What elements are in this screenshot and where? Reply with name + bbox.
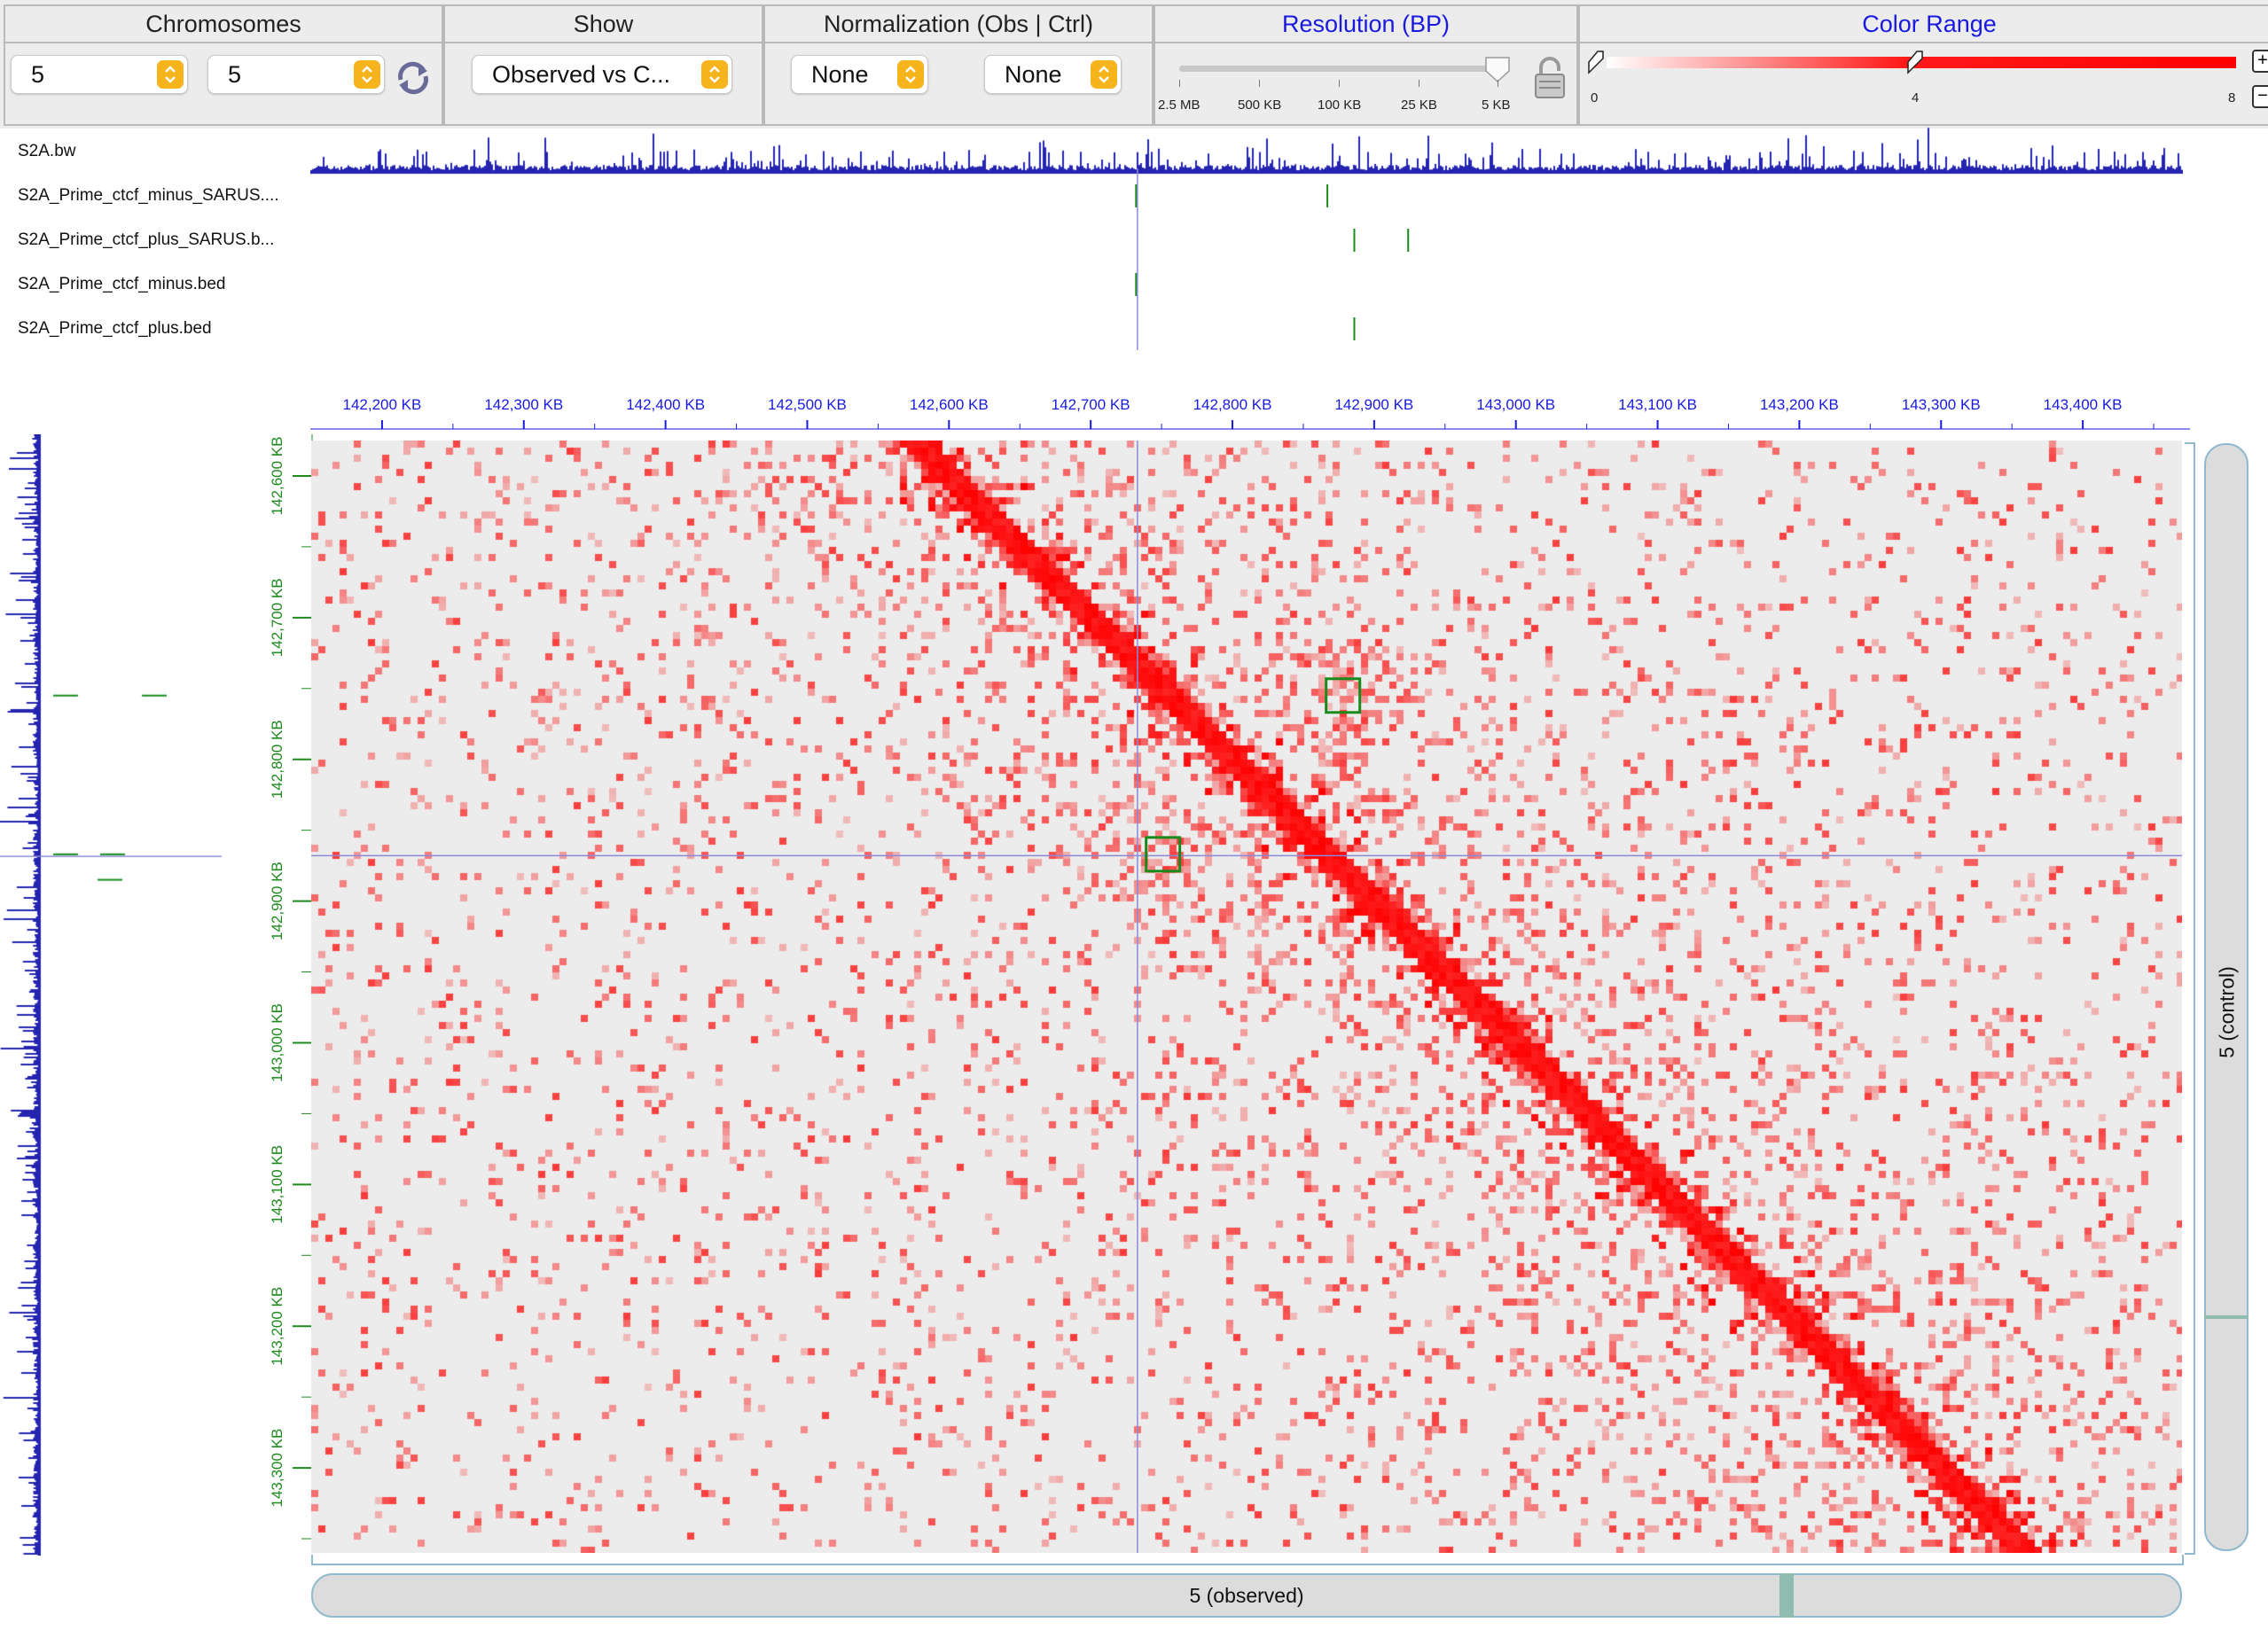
bigwig-signal-track xyxy=(310,126,2183,176)
y-axis-ruler: 142,600 KB 142,700 KB 142,800 KB 142,900 KB… xyxy=(269,434,313,1553)
heatmap-overlay xyxy=(311,441,2182,1553)
track-label-bigwig[interactable]: S2A.bw xyxy=(18,142,76,160)
normalization-obs-value: None xyxy=(811,61,869,88)
x-axis-tick-label: 142,500 KB xyxy=(768,396,847,413)
x-axis-tick-label: 143,100 KB xyxy=(1618,396,1697,413)
horizontal-scrollbar[interactable]: 5 (observed) xyxy=(311,1573,2182,1618)
show-title: Show xyxy=(445,6,762,43)
show-mode-select[interactable]: Observed vs C... xyxy=(472,55,732,94)
color-range-max-label: 8 xyxy=(2228,90,2236,105)
vertical-chromosome-label-text: 5 (control) xyxy=(2215,966,2239,1058)
normalization-title: Normalization (Obs | Ctrl) xyxy=(765,6,1152,43)
track-label-ctcf-minus-sarus[interactable]: S2A_Prime_ctcf_minus_SARUS.... xyxy=(18,186,279,205)
lock-icon[interactable] xyxy=(1532,55,1568,101)
select-arrows-icon xyxy=(701,60,728,89)
feature-tracks xyxy=(1135,168,1410,350)
resolution-label: 25 KB xyxy=(1401,98,1437,113)
x-axis-tick-label: 142,300 KB xyxy=(484,396,563,413)
x-axis-tick-label: 143,300 KB xyxy=(1902,396,1981,413)
chromosomes-title: Chromosomes xyxy=(5,6,442,43)
horizontal-chromosome-label: 5 (observed) xyxy=(1189,1584,1304,1607)
y-axis-tick-label: 143,100 KB xyxy=(269,1145,285,1224)
color-range-minus-button[interactable]: − xyxy=(2252,85,2268,108)
y-axis-tick-label: 143,000 KB xyxy=(269,1003,285,1082)
y-axis-tick-label: 142,700 KB xyxy=(269,578,285,657)
select-arrows-icon xyxy=(1091,60,1117,89)
resolution-tick xyxy=(1339,80,1340,87)
track-label-ctcf-plus-sarus[interactable]: S2A_Prime_ctcf_plus_SARUS.b... xyxy=(18,230,275,249)
control-panel: Chromosomes 5 5 Show Observed vs C... No… xyxy=(0,0,2268,129)
color-range-title: Color Range xyxy=(1580,6,2268,43)
horizontal-scroll-thumb[interactable] xyxy=(1779,1573,1794,1618)
resolution-label: 500 KB xyxy=(1238,98,1282,113)
chromosome-y-value: 5 xyxy=(228,61,242,88)
heatmap-canvas[interactable] xyxy=(311,441,2182,1553)
chromosome-x-select[interactable]: 5 xyxy=(11,55,188,94)
track-label-ctcf-plus[interactable]: S2A_Prime_ctcf_plus.bed xyxy=(18,319,212,338)
vertical-bracket xyxy=(2185,442,2195,1555)
normalization-ctrl-value: None xyxy=(1005,61,1062,88)
show-mode-value: Observed vs C... xyxy=(492,61,671,88)
x-axis-tick-label: 143,200 KB xyxy=(1760,396,1839,413)
y-axis-tick-label: 143,200 KB xyxy=(269,1287,285,1366)
x-axis-ruler: 142,200 KB 142,300 KB 142,400 KB 142,500 KB… xyxy=(310,396,2190,430)
normalization-obs-select[interactable]: None xyxy=(791,55,928,94)
loop-annotation xyxy=(1325,677,1362,714)
x-axis-tick-label: 143,000 KB xyxy=(1476,396,1555,413)
loop-annotation xyxy=(1145,836,1182,873)
vertical-scrollbar[interactable]: 5 (control) xyxy=(2204,443,2248,1551)
color-range-high-thumb[interactable] xyxy=(1906,50,1924,74)
refresh-icon[interactable] xyxy=(394,58,433,98)
contact-heatmap[interactable] xyxy=(311,441,2182,1553)
x-axis-tick-label: 143,400 KB xyxy=(2044,396,2123,413)
color-range-plus-button[interactable]: + xyxy=(2252,50,2268,73)
y-axis-tick-label: 142,600 KB xyxy=(269,437,285,516)
chromosome-y-select[interactable]: 5 xyxy=(207,55,385,94)
resolution-tick xyxy=(1179,80,1180,87)
resolution-title: Resolution (BP) xyxy=(1155,6,1576,43)
select-arrows-icon xyxy=(157,60,184,89)
vertical-scroll-thumb[interactable] xyxy=(2204,1315,2248,1319)
resolution-slider-thumb[interactable] xyxy=(1483,55,1512,83)
x-axis-tick-label: 142,900 KB xyxy=(1334,396,1413,413)
resolution-label: 2.5 MB xyxy=(1158,98,1200,113)
color-range-mid-label: 4 xyxy=(1912,90,1920,105)
color-range-min-label: 0 xyxy=(1591,90,1599,105)
y-axis-tick-label: 143,300 KB xyxy=(269,1429,285,1508)
x-axis-tick-label: 142,200 KB xyxy=(342,396,421,413)
x-axis-tick-label: 142,600 KB xyxy=(910,396,989,413)
vertical-chromosome-label: 5 (control) xyxy=(2208,941,2247,1083)
x-axis-tick-label: 142,400 KB xyxy=(626,396,705,413)
y-axis-tick-label: 142,800 KB xyxy=(269,720,285,799)
x-axis-tick-label: 142,700 KB xyxy=(1052,396,1130,413)
track-label-ctcf-minus[interactable]: S2A_Prime_ctcf_minus.bed xyxy=(18,275,226,293)
horizontal-bracket xyxy=(311,1555,2184,1565)
resolution-label: 100 KB xyxy=(1318,98,1362,113)
chromosome-x-value: 5 xyxy=(31,61,45,88)
resolution-slider-track[interactable] xyxy=(1179,66,1498,72)
resolution-panel: Resolution (BP) xyxy=(1154,4,1578,126)
resolution-tick xyxy=(1259,80,1260,87)
normalization-panel: Normalization (Obs | Ctrl) xyxy=(763,4,1154,126)
resolution-label: 5 KB xyxy=(1482,98,1511,113)
select-arrows-icon xyxy=(354,60,380,89)
x-axis-tick-label: 142,800 KB xyxy=(1193,396,1272,413)
vertical-tracks xyxy=(0,434,231,1556)
y-axis-tick-label: 142,900 KB xyxy=(269,862,285,940)
select-arrows-icon xyxy=(897,60,924,89)
normalization-ctrl-select[interactable]: None xyxy=(984,55,1122,94)
color-range-low-thumb[interactable] xyxy=(1587,50,1605,74)
color-range-gradient[interactable] xyxy=(1607,57,2236,68)
